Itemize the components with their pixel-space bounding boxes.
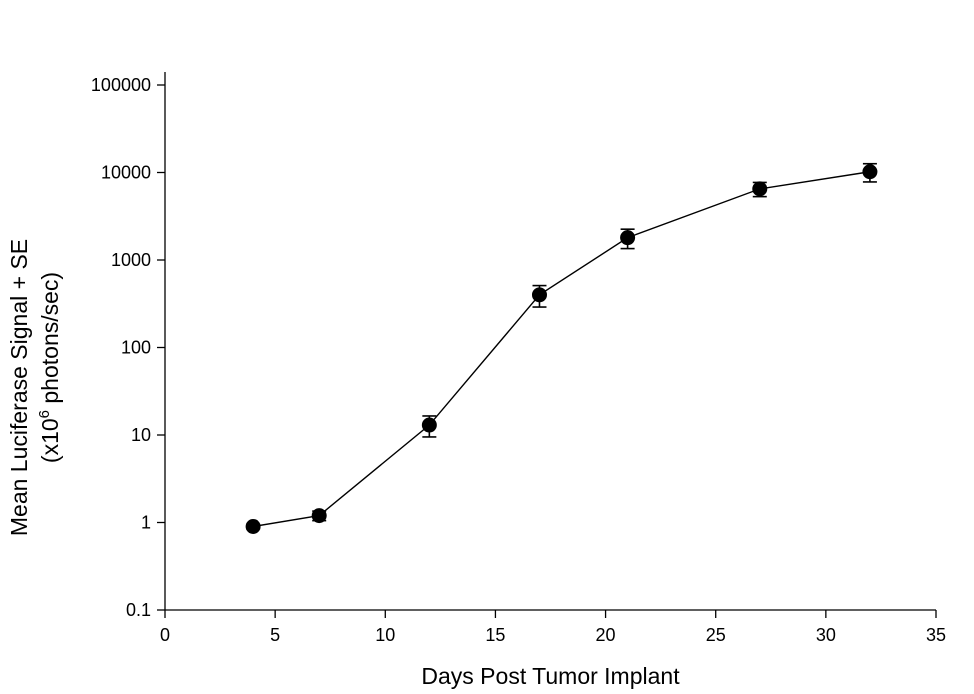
y-axis-title-line1: Mean Luciferase Signal + SE xyxy=(6,239,32,536)
data-point xyxy=(421,417,437,433)
y-title-prefix: (x10 xyxy=(37,418,63,463)
data-point xyxy=(245,519,261,535)
y-tick-label: 10000 xyxy=(101,163,151,183)
y-axis-title-line2: (x106 photons/sec) xyxy=(36,272,63,463)
y-tick-label: 100000 xyxy=(91,75,151,95)
x-ticks: 0 5 10 15 20 25 30 35 xyxy=(160,610,946,645)
x-axis-title: Days Post Tumor Implant xyxy=(421,663,680,689)
x-tick-label: 25 xyxy=(706,625,726,645)
series-line xyxy=(253,171,871,528)
x-tick-label: 0 xyxy=(160,625,170,645)
y-tick-label: 1 xyxy=(141,513,151,533)
y-tick-label: 1000 xyxy=(111,250,151,270)
y-tick-label: 100 xyxy=(121,338,151,358)
series-group xyxy=(245,162,878,535)
y-title-suffix: photons/sec) xyxy=(37,272,63,410)
axes xyxy=(164,72,936,611)
x-tick-label: 35 xyxy=(926,625,946,645)
x-tick-label: 15 xyxy=(485,625,505,645)
x-tick-label: 5 xyxy=(270,625,280,645)
data-point xyxy=(311,508,327,524)
y-title-superscript: 6 xyxy=(36,410,53,418)
data-point xyxy=(620,230,636,246)
x-tick-label: 20 xyxy=(596,625,616,645)
y-tick-label: 0.1 xyxy=(126,600,151,620)
y-ticks: 0.1 1 10 100 1000 10000 100000 xyxy=(91,75,165,620)
data-point xyxy=(752,181,768,197)
x-tick-label: 10 xyxy=(375,625,395,645)
y-axis-title: Mean Luciferase Signal + SE (x106 photon… xyxy=(6,239,63,536)
data-point xyxy=(531,287,547,303)
data-point xyxy=(862,164,878,180)
y-tick-label: 10 xyxy=(131,425,151,445)
x-tick-label: 30 xyxy=(816,625,836,645)
